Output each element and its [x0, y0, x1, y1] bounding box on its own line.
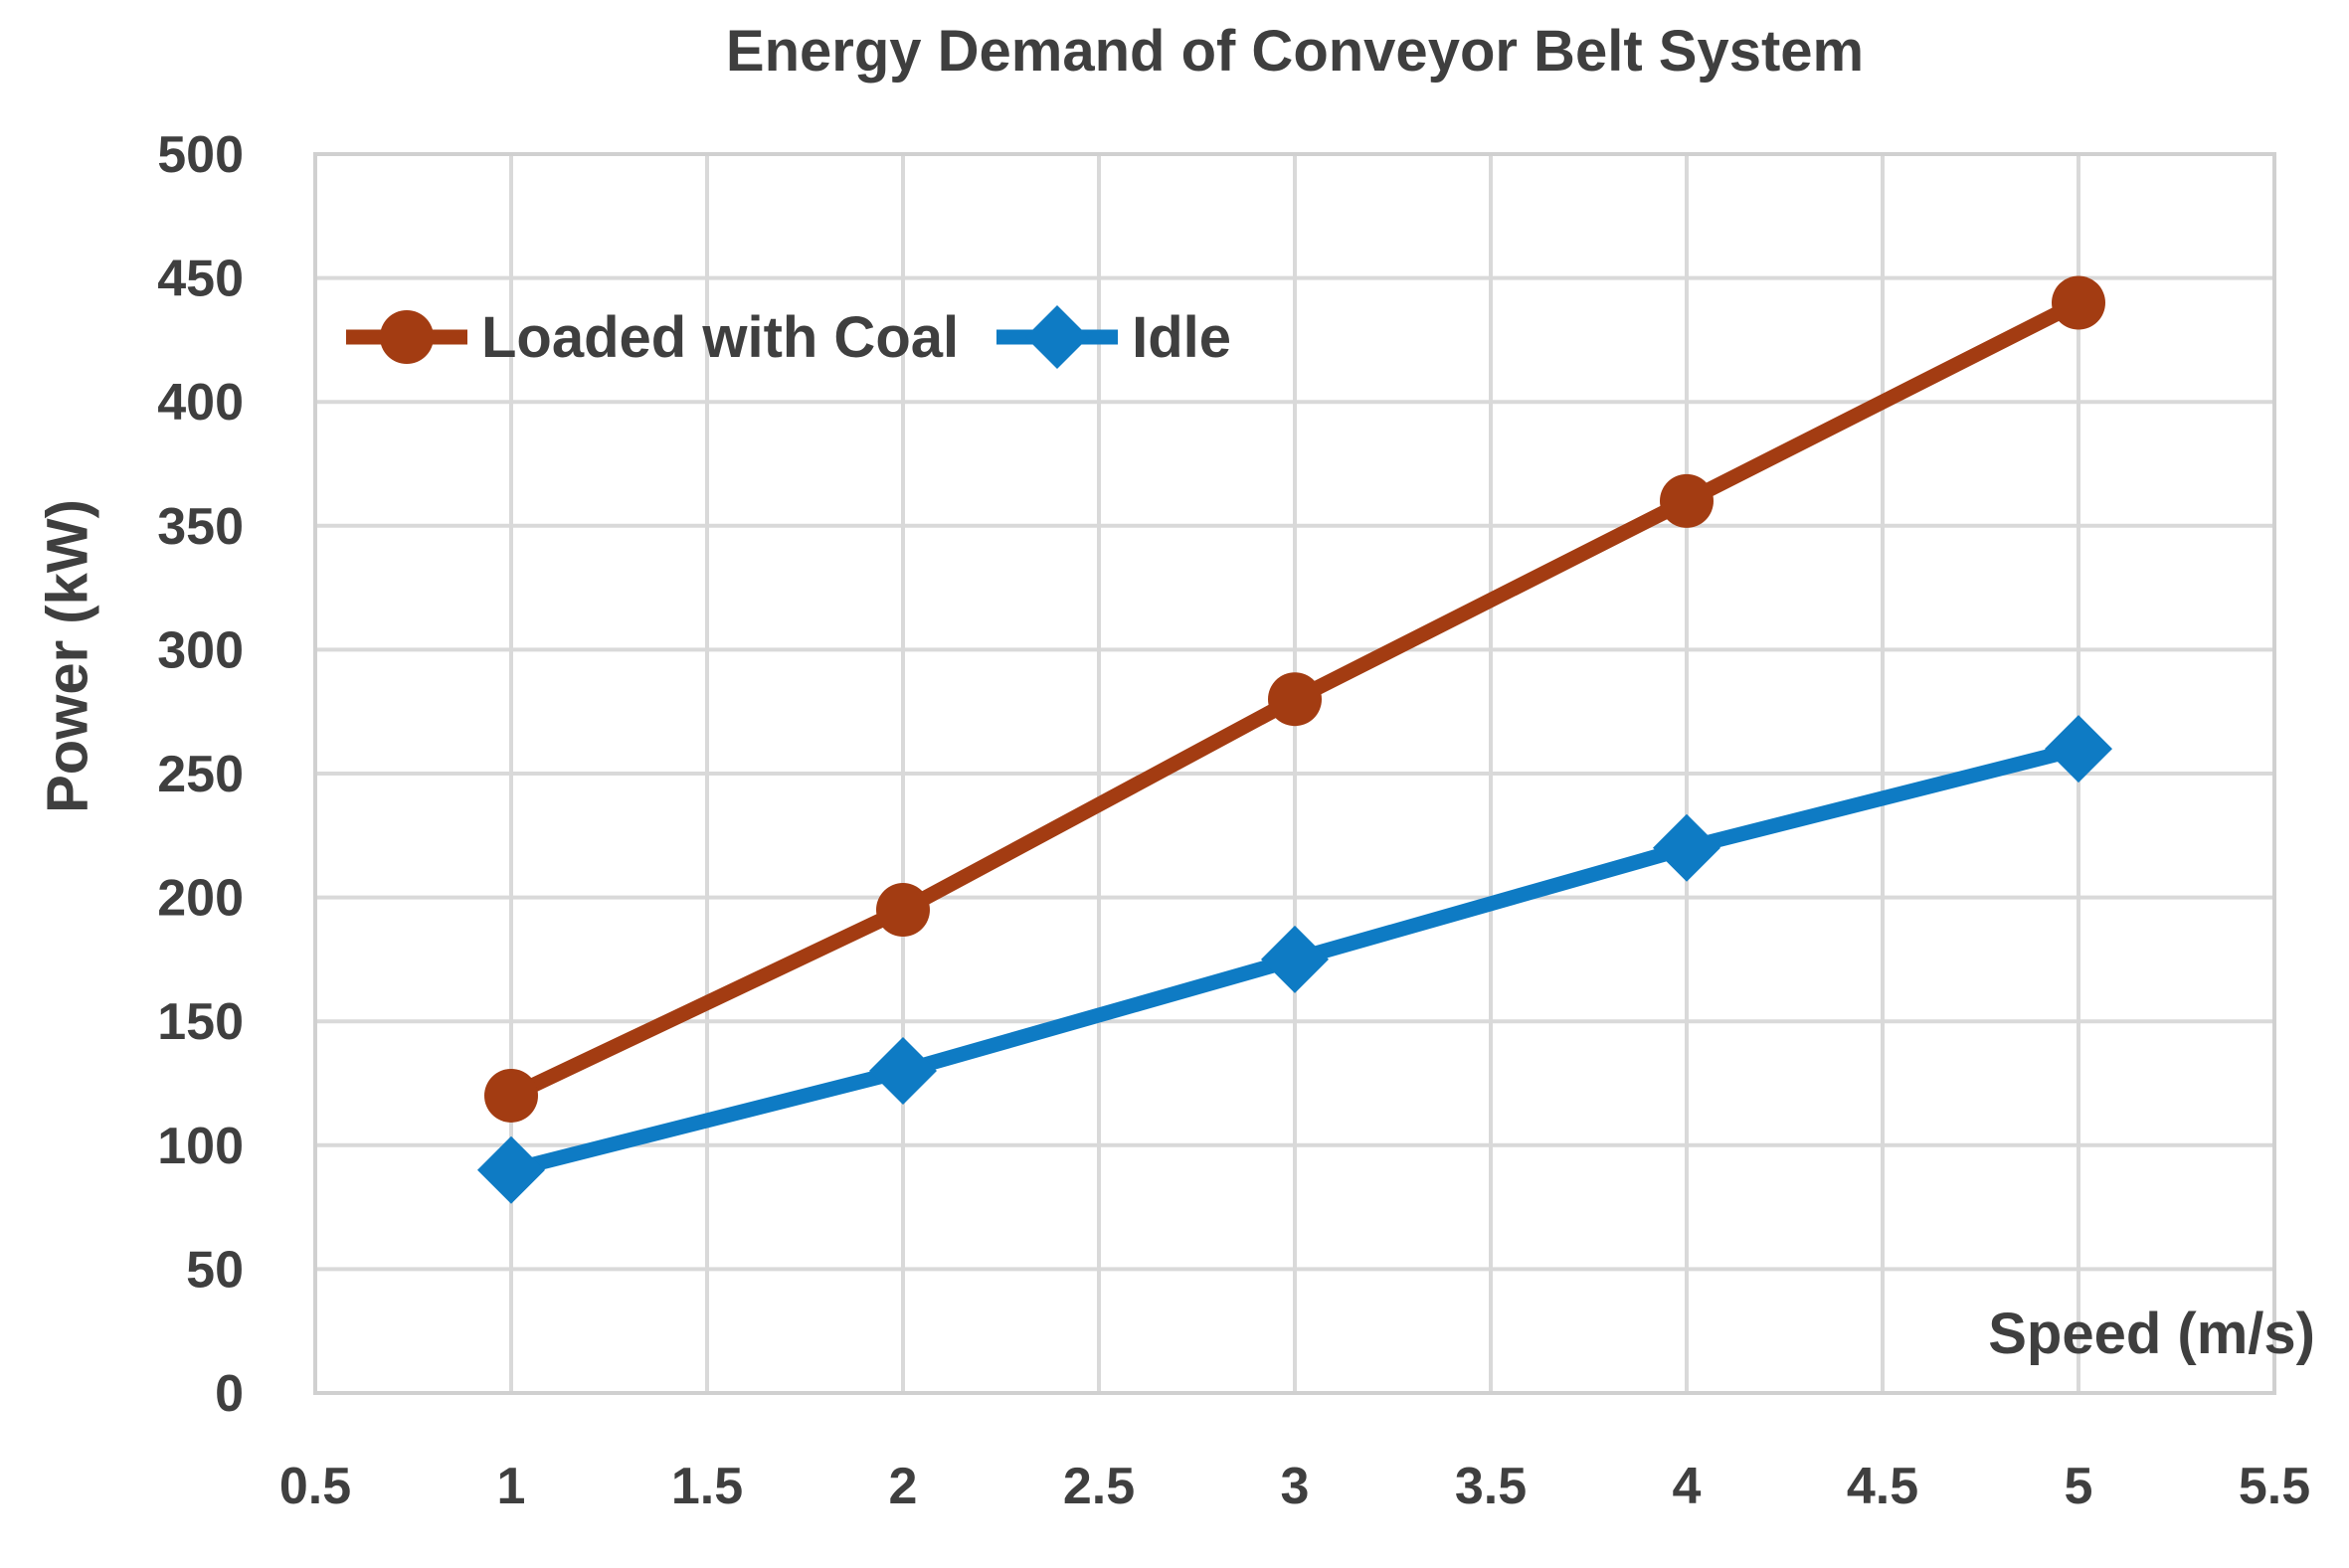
- y-tick-label: 0: [215, 1365, 244, 1423]
- legend-label-loaded-with-coal: Loaded with Coal: [481, 304, 960, 370]
- data-point-diamond: [477, 1135, 545, 1204]
- data-point-circle: [876, 883, 930, 938]
- x-tick-label: 1.5: [671, 1458, 743, 1515]
- data-point-diamond: [1261, 925, 1329, 993]
- y-tick-label: 350: [157, 498, 244, 556]
- legend-circle-glyph: [380, 310, 434, 364]
- legend-diamond-glyph: [1025, 305, 1090, 369]
- data-point-circle: [1268, 672, 1322, 727]
- legend-item-idle: Idle: [996, 301, 1231, 373]
- plot-border: [313, 152, 2276, 1395]
- legend-label-idle: Idle: [1132, 304, 1232, 370]
- data-point-diamond: [869, 1037, 937, 1106]
- legend-item-loaded-with-coal: Loaded with Coal: [346, 301, 959, 373]
- x-tick-label: 2.5: [1063, 1458, 1135, 1515]
- x-axis-title: Speed (m/s): [1988, 1302, 2315, 1366]
- x-tick-label: 3.5: [1455, 1458, 1527, 1515]
- data-point-diamond: [1653, 813, 1720, 882]
- legend-circle-marker-icon: [346, 310, 467, 364]
- x-tick-label: 0.5: [279, 1458, 351, 1515]
- x-tick-label: 3: [1281, 1458, 1310, 1515]
- chart-title: Energy Demand of Conveyor Belt System: [725, 19, 1865, 84]
- y-tick-label: 400: [157, 374, 244, 432]
- x-tick-label: 2: [889, 1458, 918, 1515]
- data-point-diamond: [2045, 715, 2112, 784]
- x-tick-label: 5.5: [2239, 1458, 2310, 1515]
- y-tick-label: 250: [157, 746, 244, 803]
- y-tick-label: 100: [157, 1118, 244, 1175]
- data-point-circle: [2052, 275, 2105, 330]
- y-tick-label: 150: [157, 993, 244, 1051]
- data-point-circle: [484, 1068, 538, 1123]
- y-tick-label: 500: [157, 126, 244, 184]
- x-tick-label: 4.5: [1847, 1458, 1918, 1515]
- legend-diamond-marker-icon: [996, 305, 1119, 369]
- x-tick-label: 5: [2065, 1458, 2093, 1515]
- legend: Loaded with Coal Idle: [346, 301, 1231, 373]
- y-tick-label: 300: [157, 621, 244, 679]
- y-tick-label: 200: [157, 870, 244, 928]
- y-tick-label: 50: [186, 1241, 244, 1299]
- data-point-circle: [1660, 473, 1714, 528]
- y-axis-title: Power (kW): [35, 499, 100, 813]
- x-tick-label: 1: [497, 1458, 526, 1515]
- x-tick-label: 4: [1673, 1458, 1702, 1515]
- y-tick-label: 450: [157, 251, 244, 308]
